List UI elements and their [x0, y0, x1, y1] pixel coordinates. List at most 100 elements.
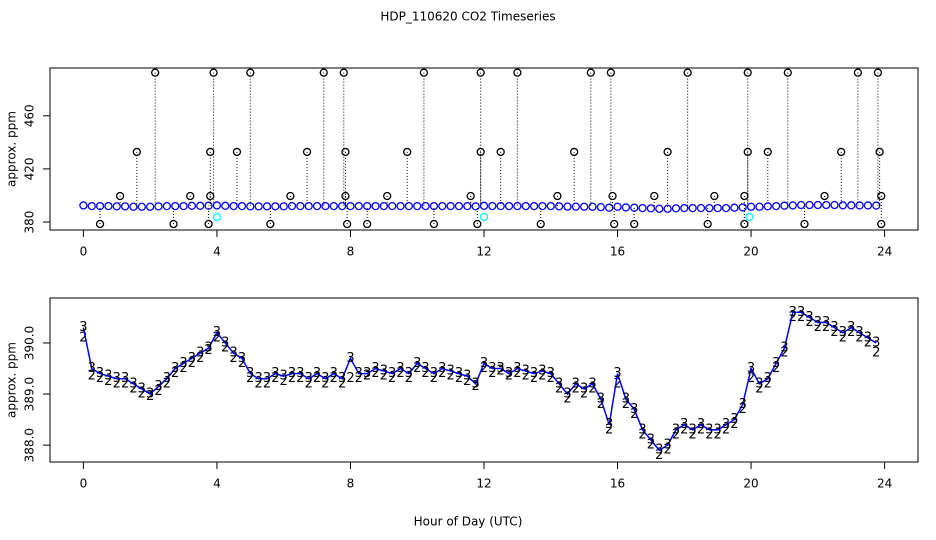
data-point	[312, 201, 322, 211]
data-point	[237, 201, 247, 211]
data-point	[800, 219, 809, 229]
data-glyph: 3	[622, 392, 630, 407]
data-point	[206, 147, 215, 157]
data-glyph: 2	[580, 387, 588, 402]
data-point	[413, 201, 422, 211]
data-point	[383, 191, 392, 201]
data-point	[212, 212, 222, 222]
data-point	[797, 200, 806, 210]
data-glyph: 2	[146, 389, 154, 404]
y-axis-label: approx. ppm	[5, 111, 19, 187]
data-glyph: 3	[221, 335, 229, 350]
data-glyph: 3	[179, 356, 187, 371]
data-point	[703, 219, 712, 229]
data-point	[740, 191, 749, 201]
data-glyph: 2	[313, 371, 321, 386]
x-tick-label: 8	[347, 245, 355, 259]
data-point	[319, 68, 328, 77]
data-glyph: 3	[488, 361, 496, 376]
data-point	[388, 201, 397, 211]
data-glyph: 2	[513, 366, 521, 381]
y-axis-label: approx. ppm	[5, 342, 19, 418]
data-glyph: 2	[805, 315, 813, 330]
data-glyph: 3	[689, 422, 697, 437]
data-glyph: 3	[780, 341, 788, 356]
data-glyph: 3	[363, 366, 371, 381]
data-point	[342, 219, 352, 229]
x-tick-label: 24	[877, 477, 892, 491]
chart-title: HDP_110620 CO2 Timeseries	[380, 10, 555, 24]
data-point	[730, 203, 739, 212]
data-point	[246, 202, 255, 211]
data-point	[438, 201, 447, 211]
data-point	[688, 203, 697, 213]
data-point	[763, 202, 772, 211]
data-glyph: 3	[839, 325, 847, 340]
data-point	[496, 147, 505, 157]
data-point	[341, 147, 350, 157]
y-tick-label: 388.0	[23, 428, 37, 462]
data-point	[569, 147, 579, 157]
data-glyph: 2	[138, 387, 146, 402]
data-glyph: 2	[647, 438, 655, 453]
data-glyph: 3	[797, 305, 805, 320]
data-glyph: 3	[113, 371, 121, 386]
data-glyph: 3	[864, 330, 872, 345]
data-point	[79, 201, 88, 210]
data-glyph: 3	[605, 417, 613, 432]
data-glyph: 2	[446, 369, 454, 384]
data-point	[476, 68, 485, 77]
data-point	[621, 203, 631, 212]
x-tick-label: 24	[877, 245, 892, 259]
data-glyph: 2	[463, 374, 471, 389]
data-glyph: 3	[855, 325, 863, 340]
data-point	[822, 200, 831, 210]
data-point	[663, 204, 672, 213]
data-point	[329, 201, 338, 211]
data-glyph: 3	[421, 361, 429, 376]
data-point	[630, 219, 639, 229]
data-point	[571, 202, 580, 211]
data-point	[403, 147, 412, 157]
data-point	[546, 201, 555, 211]
data-glyph: 2	[772, 361, 780, 376]
data-point	[246, 68, 255, 77]
data-point	[95, 201, 105, 211]
x-tick-label: 16	[610, 477, 625, 491]
data-point	[863, 201, 873, 210]
data-point	[671, 204, 681, 213]
data-glyph: 2	[88, 369, 96, 384]
data-glyph: 3	[580, 381, 588, 396]
data-point	[755, 202, 764, 211]
data-glyph: 2	[171, 366, 179, 381]
data-glyph: 3	[204, 341, 212, 356]
data-glyph: 3	[522, 364, 530, 379]
data-glyph: 3	[789, 305, 797, 320]
x-tick-label: 12	[476, 245, 491, 259]
data-glyph: 2	[547, 371, 555, 386]
data-glyph: 3	[213, 325, 221, 340]
data-point	[137, 202, 146, 211]
data-glyph: 3	[196, 346, 204, 361]
data-glyph: 2	[129, 381, 137, 396]
data-point	[820, 191, 829, 201]
data-glyph: 2	[630, 407, 638, 422]
data-glyph: 2	[246, 371, 254, 386]
data-point	[463, 201, 472, 211]
data-point	[321, 201, 330, 211]
data-glyph: 2	[872, 346, 880, 361]
data-glyph: 2	[338, 376, 346, 391]
data-glyph: 3	[805, 310, 813, 325]
data-point	[304, 201, 313, 211]
data-glyph: 3	[764, 371, 772, 386]
data-point	[710, 191, 719, 201]
data-point	[479, 212, 489, 222]
data-glyph: 2	[705, 427, 713, 442]
data-point	[780, 201, 789, 210]
data-glyph: 3	[129, 376, 137, 391]
data-point	[638, 203, 647, 213]
data-glyph: 3	[146, 387, 154, 402]
data-point	[120, 202, 130, 211]
data-glyph: 3	[380, 364, 388, 379]
data-glyph: 3	[513, 361, 521, 376]
